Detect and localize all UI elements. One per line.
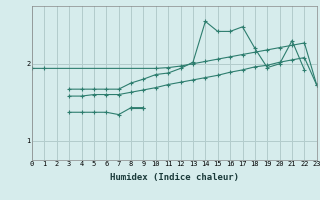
X-axis label: Humidex (Indice chaleur): Humidex (Indice chaleur)	[110, 173, 239, 182]
